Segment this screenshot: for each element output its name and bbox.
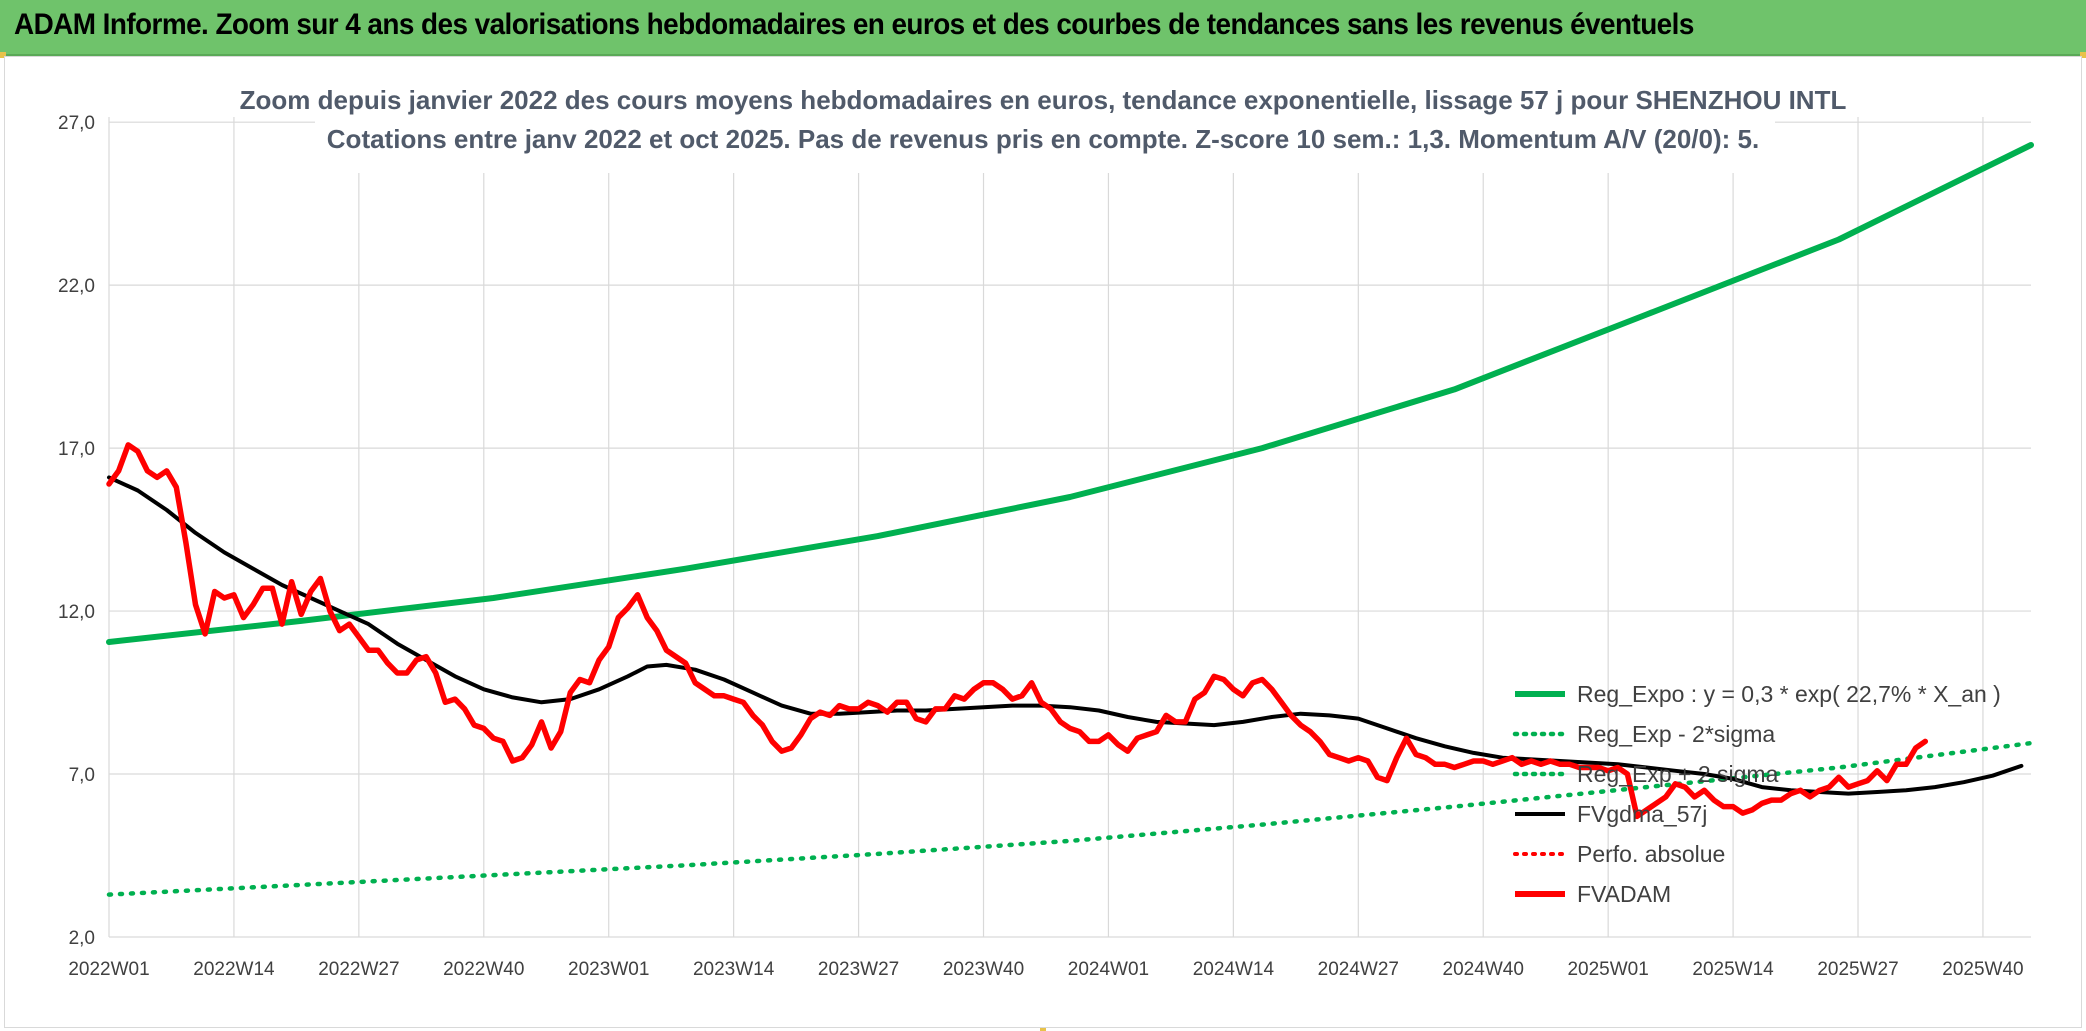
legend-label-reg-exp-minus: Reg_Exp - 2*sigma [1577, 721, 1775, 747]
y-tick-label: 27,0 [58, 113, 95, 134]
gridlines [108, 117, 2031, 938]
y-tick-label: 2,0 [69, 928, 95, 949]
x-tick-label: 2023W14 [693, 959, 775, 980]
x-tick-label: 2025W40 [1942, 959, 2023, 980]
legend-label-reg-exp-plus: Reg_Exp + 2 sigma [1577, 761, 1779, 787]
title-backdrop [315, 73, 1775, 173]
series-fvadam [106, 442, 1929, 820]
series-reg-exp-2-sigma [106, 740, 2034, 897]
report-header: ADAM Informe. Zoom sur 4 ans des valoris… [0, 0, 2086, 56]
chart-title-line1: Zoom depuis janvier 2022 des cours moyen… [240, 85, 1847, 115]
y-tick-label: 22,0 [58, 276, 95, 297]
x-tick-label: 2022W40 [443, 959, 524, 980]
x-tick-label: 2024W01 [1068, 959, 1149, 980]
x-tick-label: 2025W01 [1567, 959, 1648, 980]
chart-area[interactable]: 2,0 7,0 12,0 17,0 22,0 27,0 2022W01 2022W14 2022… [4, 56, 2082, 1028]
x-tick-label: 2022W14 [193, 959, 275, 980]
x-tick-label: 2024W14 [1193, 959, 1275, 980]
chart-legend[interactable]: Reg_Expo : y = 0,3 * exp( 22,7% * X_an )… [1512, 681, 2001, 907]
line-chart[interactable]: 2,0 7,0 12,0 17,0 22,0 27,0 2022W01 2022W14 2022… [5, 57, 2081, 1027]
frame-corner-marker [2080, 52, 2086, 58]
legend-label-perfo: Perfo. absolue [1577, 841, 1725, 867]
y-tick-label: 7,0 [69, 765, 95, 786]
x-tick-label: 2024W27 [1318, 959, 1399, 980]
axis-ticks: 2,0 7,0 12,0 17,0 22,0 27,0 2022W01 2022W14 2022… [58, 113, 2024, 980]
x-tick-label: 2023W40 [943, 959, 1024, 980]
x-tick-label: 2023W27 [818, 959, 899, 980]
series-layer [106, 142, 2034, 897]
frame-corner-marker [1040, 1025, 1046, 1031]
legend-label-fvadam: FVADAM [1577, 881, 1671, 907]
frame-corner-marker [0, 52, 6, 58]
y-tick-label: 17,0 [58, 439, 95, 460]
report-title: ADAM Informe. Zoom sur 4 ans des valoris… [14, 8, 1694, 41]
x-tick-label: 2024W40 [1443, 959, 1524, 980]
legend-label-fvgdma: FVgdma_57j [1577, 801, 1707, 827]
x-tick-label: 2023W01 [568, 959, 649, 980]
y-tick-label: 12,0 [58, 602, 95, 623]
x-tick-label: 2022W27 [318, 959, 399, 980]
x-tick-label: 2025W27 [1817, 959, 1898, 980]
chart-title-line2: Cotations entre janv 2022 et oct 2025. P… [327, 124, 1759, 154]
x-tick-label: 2022W01 [68, 959, 149, 980]
series-reg-expo [106, 142, 2034, 645]
x-tick-label: 2025W14 [1692, 959, 1774, 980]
legend-label-reg-expo: Reg_Expo : y = 0,3 * exp( 22,7% * X_an ) [1577, 681, 2001, 707]
